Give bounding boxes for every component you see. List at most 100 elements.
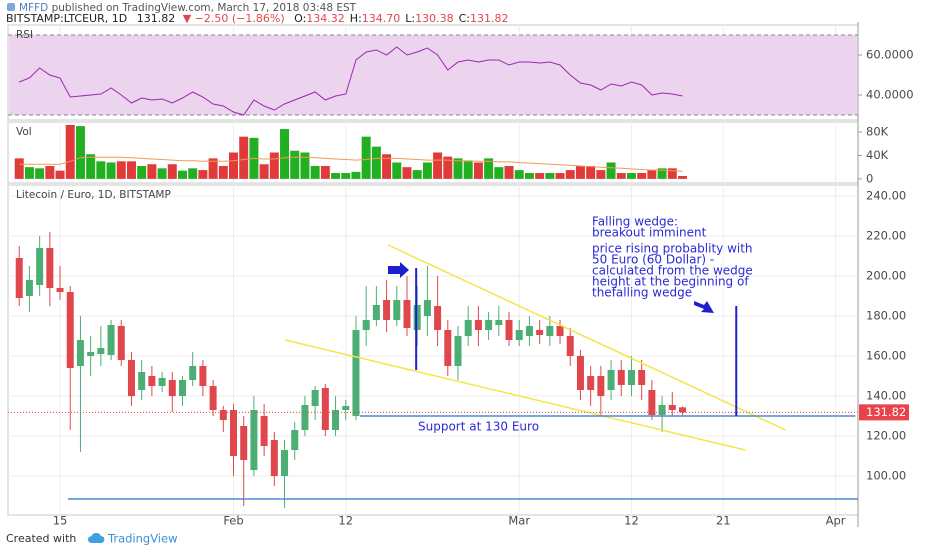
- volume-bar: [392, 162, 402, 179]
- volume-bar: [229, 152, 239, 179]
- volume-bar: [463, 161, 473, 179]
- candle-body: [546, 326, 554, 336]
- candle-body: [260, 416, 268, 446]
- x-tick-label: 12: [624, 514, 639, 528]
- volume-bar: [116, 161, 126, 179]
- candle-body: [250, 410, 258, 470]
- x-tick-label: 12: [338, 514, 353, 528]
- brand[interactable]: TradingView: [107, 532, 177, 546]
- candle-body: [107, 325, 115, 355]
- candle-body: [678, 407, 686, 413]
- candle-body: [87, 352, 95, 356]
- candle-body: [658, 405, 666, 415]
- volume-bar: [453, 158, 463, 179]
- candle-body: [25, 280, 33, 296]
- candle-body: [158, 378, 166, 386]
- author[interactable]: MFFD: [19, 2, 48, 14]
- volume-bar: [361, 136, 371, 179]
- candle-body: [178, 380, 186, 396]
- rsi-band: [9, 35, 857, 115]
- ohlc-label: C:: [459, 12, 470, 25]
- candle-body: [270, 440, 278, 476]
- candle-body: [617, 370, 625, 385]
- candle-body: [464, 320, 472, 336]
- quote-line: BITSTAMP:LTCEUR, 1D 131.82 ▼ −2.50 (−1.8…: [6, 12, 509, 25]
- candle-body: [321, 388, 329, 430]
- rsi-line: [19, 46, 683, 116]
- volume-bar: [545, 173, 555, 179]
- candle-body: [423, 300, 431, 316]
- y-tick-label: 0: [866, 171, 873, 185]
- volume-bar: [484, 158, 494, 179]
- volume-bar: [96, 161, 106, 179]
- volume-bar: [637, 173, 647, 179]
- change-arrow: ▼: [183, 12, 192, 25]
- support-note: Support at 130 Euro: [418, 420, 539, 434]
- y-tick-label: 240.00: [866, 189, 906, 203]
- x-tick-label: Apr: [826, 514, 846, 528]
- candle-body: [148, 376, 156, 386]
- candle-body: [413, 305, 421, 330]
- y-tick-label: 140.00: [866, 389, 906, 403]
- volume-bar: [24, 167, 34, 179]
- candle-body: [199, 366, 207, 386]
- trend-line: [284, 339, 746, 451]
- candle-body: [393, 300, 401, 320]
- ohlc-label: O:: [294, 12, 306, 25]
- volume-bar: [45, 165, 55, 179]
- candle-body: [230, 410, 238, 456]
- candle-body: [505, 320, 513, 340]
- candle-body: [627, 370, 635, 385]
- volume-bar: [218, 165, 228, 179]
- candle-body: [97, 348, 105, 354]
- volume-bar: [596, 170, 606, 179]
- candle-body: [362, 320, 370, 330]
- volume-bar: [198, 170, 208, 179]
- candle-body: [454, 336, 462, 366]
- ohlc-value: 134.70: [362, 12, 401, 25]
- volume-bar: [126, 161, 136, 179]
- volume-bar: [504, 165, 514, 179]
- candle-body: [117, 326, 125, 360]
- volume-bar: [290, 150, 300, 179]
- projection-note: 50 Euro (60 Dollar) -: [592, 253, 714, 267]
- volume-bar: [147, 164, 157, 179]
- candle-body: [434, 306, 442, 330]
- volume-bar: [280, 129, 290, 179]
- panel-title: Litecoin / Euro, 1D, BITSTAMP: [16, 189, 171, 201]
- volume-bar: [167, 164, 177, 179]
- candle-body: [311, 390, 319, 406]
- volume-bar: [677, 175, 687, 179]
- brand-logo[interactable]: [88, 532, 105, 543]
- volume-bar: [208, 158, 218, 179]
- candle-body: [301, 405, 309, 430]
- candle-body: [403, 300, 411, 328]
- volume-bar: [575, 165, 585, 179]
- candle-body: [291, 430, 299, 450]
- y-tick-label: 40.0000: [866, 88, 914, 102]
- y-tick-label: 220.00: [866, 229, 906, 243]
- candle-body: [332, 410, 340, 430]
- candle-body: [444, 330, 452, 366]
- symbol: BITSTAMP:LTCEUR, 1D: [6, 12, 127, 25]
- y-tick-label: 180.00: [866, 309, 906, 323]
- volume-bar: [657, 168, 667, 179]
- x-tick-label: Mar: [508, 514, 530, 528]
- candle-body: [485, 320, 493, 330]
- candle-body: [383, 300, 391, 320]
- panel-title: RSI: [16, 29, 33, 41]
- volume-bar: [75, 126, 85, 179]
- header-line: MFFD published on TradingView.com, March…: [19, 2, 357, 14]
- x-tick-label: Feb: [223, 514, 243, 528]
- candle-body: [138, 372, 146, 390]
- y-tick-label: 100.00: [866, 469, 906, 483]
- ohlc-label: H:: [350, 12, 362, 25]
- candle-body: [15, 258, 23, 298]
- candle-body: [281, 450, 289, 476]
- volume-bar: [555, 173, 565, 179]
- last-price-tag: [859, 404, 909, 421]
- volume-bar: [667, 168, 677, 179]
- volume-bar: [239, 136, 249, 179]
- last-price-label: 131.82: [866, 405, 906, 419]
